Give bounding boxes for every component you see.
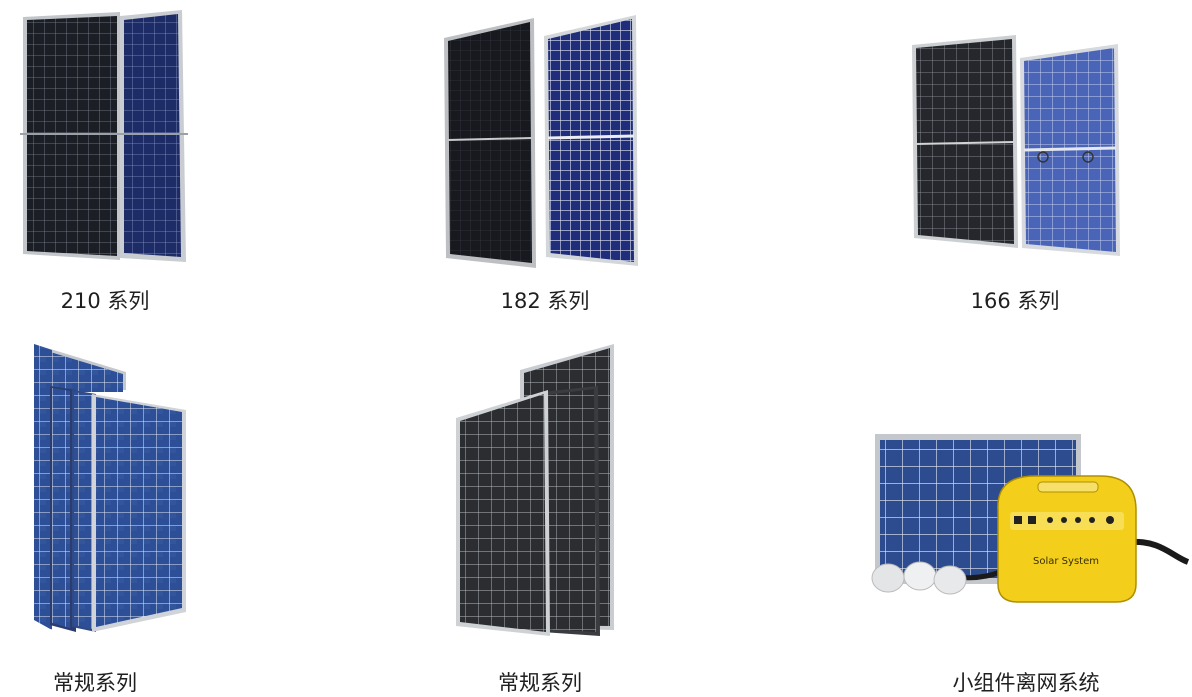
solar-panel-210-image [0, 0, 400, 330]
product-card-210[interactable]: 210 系列 [0, 0, 400, 330]
product-label-166[interactable]: 166 系列 [895, 285, 1135, 315]
product-label-offgrid-kit[interactable]: 小组件离网系统 [906, 667, 1146, 697]
product-card-166[interactable]: 166 系列 [800, 0, 1192, 330]
product-card-182[interactable]: 182 系列 [400, 0, 800, 330]
product-label-regular-mono[interactable]: 常规系列 [420, 667, 660, 697]
product-label-regular-poly[interactable]: 常规系列 [0, 667, 215, 697]
solar-panel-mono-stack-image [400, 330, 800, 695]
solar-home-system-image: Solar System [800, 330, 1192, 695]
solar-panel-182-image [400, 0, 800, 330]
solar-panel-poly-stack-image [0, 330, 400, 695]
product-card-offgrid-kit[interactable]: Solar System 小组件离网系统 [800, 330, 1192, 695]
product-label-210[interactable]: 210 系列 [0, 285, 225, 315]
solar-panel-166-image [800, 0, 1192, 330]
product-label-182[interactable]: 182 系列 [425, 285, 665, 315]
kit-device-label: Solar System [1033, 556, 1099, 567]
product-card-regular-poly[interactable]: 常规系列 [0, 330, 400, 695]
product-card-regular-mono[interactable]: 常规系列 [400, 330, 800, 695]
